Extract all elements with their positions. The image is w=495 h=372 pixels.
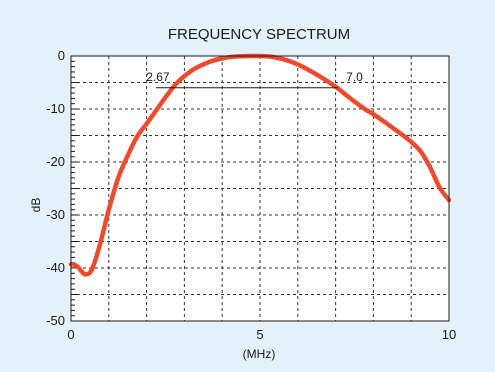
- bandwidth-right-label: 7.0: [346, 70, 363, 84]
- y-tick-label: -50: [46, 313, 65, 328]
- y-tick-label: 0: [58, 48, 65, 63]
- x-tick-labels: 0 5 10: [67, 327, 456, 342]
- grid-lines: [71, 56, 449, 321]
- minor-ticks: [71, 60, 78, 317]
- y-tick-label: -10: [46, 101, 65, 116]
- x-tick-label: 0: [67, 327, 74, 342]
- x-tick-label: 10: [442, 327, 456, 342]
- y-axis-label: dB: [29, 198, 43, 213]
- bandwidth-left-label: 2.67: [146, 70, 170, 84]
- plot-border: [70, 55, 450, 322]
- x-axis-label: (MHz): [243, 347, 276, 361]
- chart-title: FREQUENCY SPECTRUM: [168, 26, 350, 43]
- x-tick-label: 5: [256, 327, 263, 342]
- y-tick-label: -20: [46, 154, 65, 169]
- y-tick-label: -30: [46, 207, 65, 222]
- y-tick-labels: 0 -10 -20 -30 -40 -50: [46, 48, 65, 328]
- y-tick-label: -40: [46, 260, 65, 275]
